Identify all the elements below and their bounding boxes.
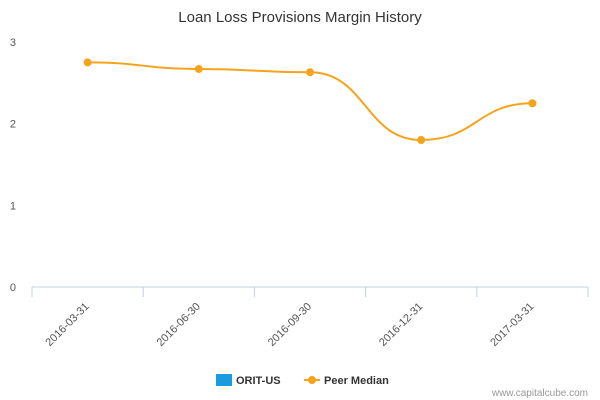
y-tick-label: 2 <box>10 119 16 131</box>
credit-text: www.capitalcube.com <box>491 388 588 399</box>
y-tick-label: 0 <box>10 282 16 294</box>
series-line-1 <box>87 61 533 142</box>
x-tick-label: 2016-09-30 <box>266 301 314 349</box>
legend: ORIT-US Peer Median <box>216 374 389 387</box>
y-tick-label: 1 <box>10 200 16 212</box>
x-tick-label: 2016-03-31 <box>43 301 91 349</box>
data-point <box>528 99 537 108</box>
chart-title: Loan Loss Provisions Margin History <box>178 9 422 26</box>
x-tick-label: 2016-12-31 <box>377 301 425 349</box>
data-point <box>417 136 426 144</box>
x-tick-label: 2016-06-30 <box>155 301 203 349</box>
legend-label-1: Peer Median <box>324 375 389 387</box>
data-point <box>306 68 314 77</box>
legend-label-0: ORIT-US <box>236 375 281 387</box>
y-axis: 0 1 2 3 <box>10 37 16 294</box>
series-layer <box>83 58 537 144</box>
data-point <box>83 58 92 67</box>
y-tick-label: 3 <box>10 37 16 49</box>
x-axis: 2016-03-31 2016-06-30 2016-09-30 2016-12-31… <box>31 286 589 349</box>
data-point <box>194 64 203 73</box>
legend-swatch-0 <box>216 374 232 386</box>
x-tick-label: 2017-03-31 <box>488 301 536 349</box>
legend-marker-1 <box>308 376 316 384</box>
